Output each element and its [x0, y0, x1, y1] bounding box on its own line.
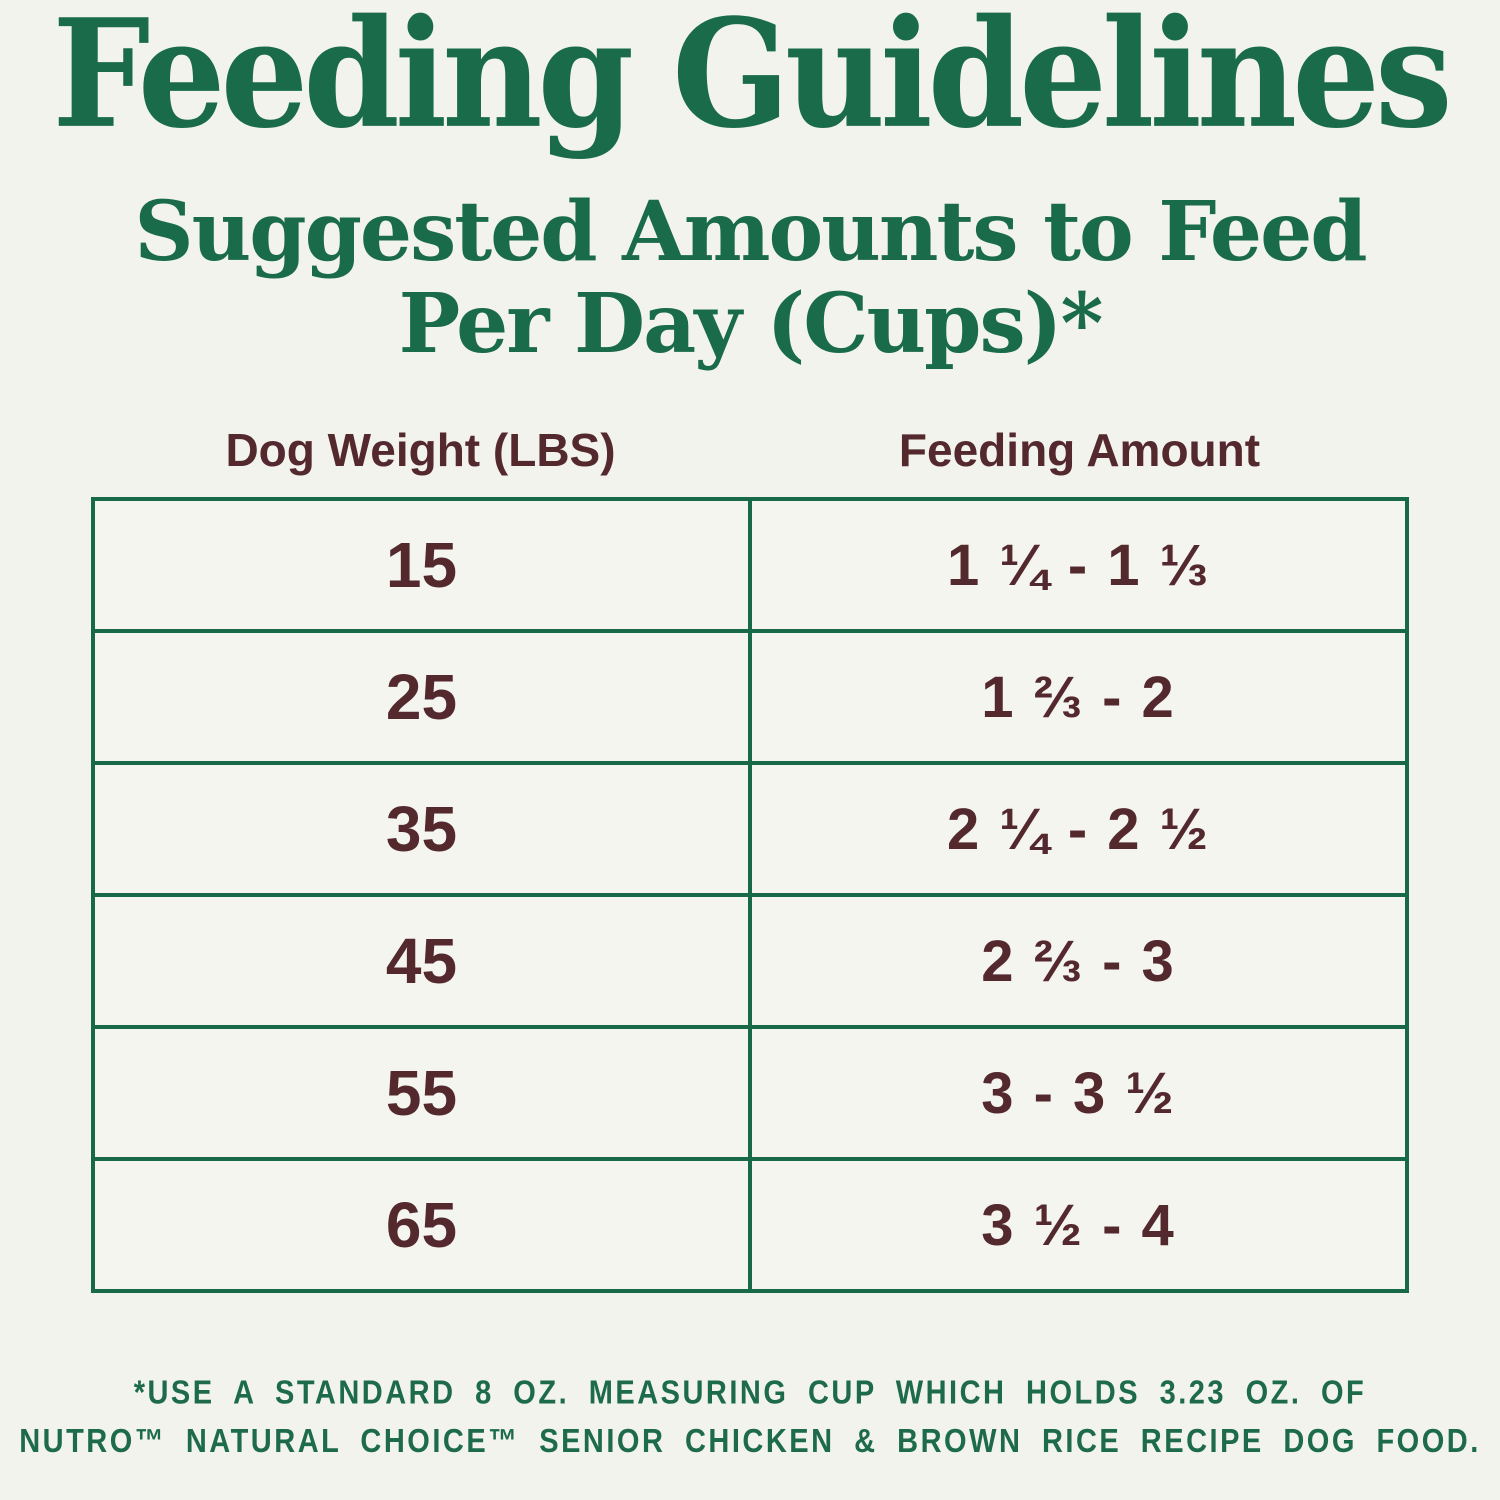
- table-row: 15 1 ¼ - 1 ⅓: [91, 497, 1409, 634]
- dog-weight-value: 35: [91, 761, 752, 898]
- feeding-amount-value: 1 ⅔ - 2: [748, 629, 1409, 766]
- table-row: 55 3 - 3 ½: [91, 1025, 1409, 1162]
- feeding-amount-value: 3 ½ - 4: [748, 1157, 1409, 1294]
- footnote-line-2: NUTRO™ NATURAL CHOICE™ SENIOR CHICKEN & …: [19, 1423, 1481, 1461]
- dog-weight-value: 55: [91, 1025, 752, 1162]
- feeding-table: 15 1 ¼ - 1 ⅓ 25 1 ⅔ - 2 35 2 ¼ - 2 ½ 45 …: [91, 497, 1409, 1294]
- table-row: 25 1 ⅔ - 2: [91, 629, 1409, 766]
- dog-weight-value: 65: [91, 1157, 752, 1294]
- page-subtitle: Suggested Amounts to Feed Per Day (Cups)…: [134, 183, 1367, 373]
- measuring-cup-footnote: *USE A STANDARD 8 OZ. MEASURING CUP WHIC…: [19, 1369, 1481, 1466]
- table-column-headers: Dog Weight (LBS) Feeding Amount: [91, 423, 1409, 477]
- dog-weight-value: 25: [91, 629, 752, 766]
- subtitle-line-2: Per Day (Cups)*: [398, 276, 1104, 373]
- table-row: 35 2 ¼ - 2 ½: [91, 761, 1409, 898]
- feeding-amount-value: 1 ¼ - 1 ⅓: [748, 497, 1409, 634]
- footnote-line-1: *USE A STANDARD 8 OZ. MEASURING CUP WHIC…: [133, 1374, 1367, 1412]
- dog-weight-value: 45: [91, 893, 752, 1030]
- page-title: Feeding Guidelines: [52, 0, 1452, 162]
- dog-weight-value: 15: [91, 497, 752, 634]
- feeding-amount-value: 3 - 3 ½: [748, 1025, 1409, 1162]
- table-row: 65 3 ½ - 4: [91, 1157, 1409, 1294]
- column-header-feeding-amount: Feeding Amount: [898, 424, 1261, 477]
- feeding-amount-value: 2 ¼ - 2 ½: [748, 761, 1409, 898]
- column-header-dog-weight: Dog Weight (LBS): [225, 424, 616, 477]
- feeding-amount-value: 2 ⅔ - 3: [748, 893, 1409, 1030]
- table-row: 45 2 ⅔ - 3: [91, 893, 1409, 1030]
- subtitle-line-1: Suggested Amounts to Feed: [134, 183, 1367, 280]
